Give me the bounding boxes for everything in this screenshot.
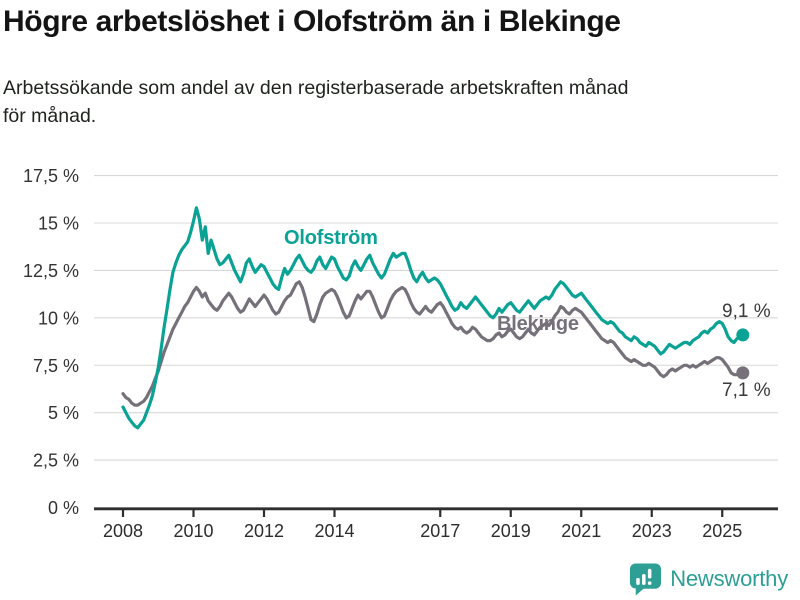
y-tick-label-15: 15 % [38,214,79,234]
subtitle-line-1: Arbetssökande som andel av den registerb… [3,77,629,99]
y-tick-label-2.5: 2,5 % [33,451,79,471]
x-tick-label-2014: 2014 [314,521,354,541]
y-tick-label-0: 0 % [48,498,79,518]
end-value-label-blekinge: 7,1 % [722,380,771,401]
newsworthy-logo: Newsworthy [627,561,788,597]
subtitle-line-2: för månad. [3,105,97,127]
series-label-blekinge: Blekinge [497,313,579,335]
end-value-label-olofstrom: 9,1 % [722,301,771,322]
x-tick-label-2010: 2010 [173,521,213,541]
y-tick-label-12.5: 12,5 % [23,261,79,281]
brand-name: Newsworthy [670,566,788,591]
bar-chart-speech-bubble-icon [630,563,662,596]
y-tick-label-10: 10 % [38,308,79,328]
chart-subtitle: Arbetssökande som andel av den registerb… [3,74,793,130]
series-end-dot-blekinge [736,366,750,380]
x-tick-label-2017: 2017 [420,521,460,541]
page-title: Högre arbetslöshet i Olofström än i Blek… [3,5,621,38]
x-tick-label-2019: 2019 [491,521,531,541]
y-tick-label-17.5: 17,5 % [23,166,79,186]
x-tick-label-2023: 2023 [632,521,672,541]
x-tick-label-2012: 2012 [244,521,284,541]
series-line-blekinge [121,280,745,407]
y-tick-label-7.5: 7,5 % [33,356,79,376]
y-tick-label-5: 5 % [48,403,79,423]
series-label-olofstrom: Olofström [284,227,378,249]
series-line-olofström [121,206,745,430]
series-end-dot-olofström [736,328,750,342]
x-tick-label-2025: 2025 [702,521,742,541]
x-tick-label-2021: 2021 [561,521,601,541]
x-tick-label-2008: 2008 [103,521,143,541]
